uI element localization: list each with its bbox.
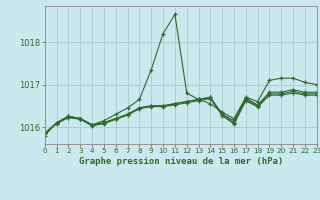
- X-axis label: Graphe pression niveau de la mer (hPa): Graphe pression niveau de la mer (hPa): [79, 157, 283, 166]
